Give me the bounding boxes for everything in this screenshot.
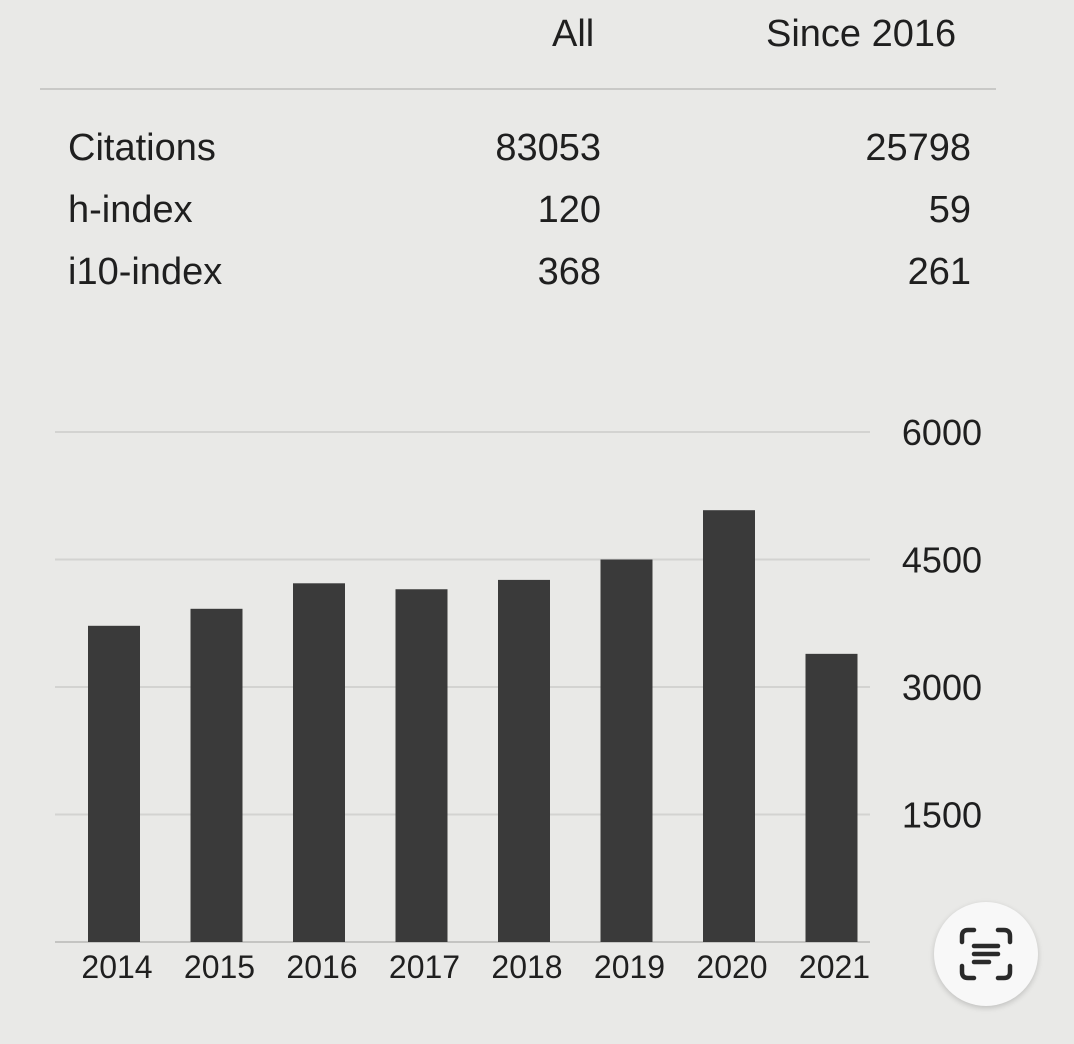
stats-table-header: All Since 2016 xyxy=(0,0,1074,60)
bar-2019[interactable] xyxy=(600,559,653,943)
x-tick-label: 2019 xyxy=(594,949,665,985)
bar-2020[interactable] xyxy=(703,510,755,942)
y-tick-label: 6000 xyxy=(902,412,982,453)
stats-row-citations: Citations 83053 25798 xyxy=(0,126,1074,182)
text-scan-icon xyxy=(959,927,1013,981)
bar-2015[interactable] xyxy=(190,608,243,942)
bar-2014[interactable] xyxy=(88,625,140,942)
row-label: h-index xyxy=(68,189,193,231)
stats-row-h-index: h-index 120 59 xyxy=(0,188,1074,244)
column-header-all: All xyxy=(552,13,595,55)
citations-per-year-chart: 1500 3000 4500 6000 2014 2015 2016 2017 2018 2019… xyxy=(0,380,1074,1000)
stats-row-i10-index: i10-index 368 261 xyxy=(0,250,1074,306)
row-label: Citations xyxy=(68,127,216,169)
x-tick-label: 2014 xyxy=(81,949,152,985)
row-label: i10-index xyxy=(68,251,223,293)
x-tick-label: 2017 xyxy=(389,949,460,985)
y-tick-label: 1500 xyxy=(902,795,982,836)
bar-2017[interactable] xyxy=(395,589,448,942)
x-tick-label: 2016 xyxy=(286,949,357,985)
y-tick-label: 3000 xyxy=(902,667,982,708)
x-tick-label: 2018 xyxy=(491,949,562,985)
x-tick-label: 2015 xyxy=(184,949,255,985)
bar-2021[interactable] xyxy=(805,653,858,942)
row-value-since: 25798 xyxy=(865,127,971,169)
header-divider xyxy=(40,88,996,90)
y-tick-label: 4500 xyxy=(902,540,982,581)
bar-chart: 1500 3000 4500 6000 2014 2015 2016 2017 2018 2019… xyxy=(55,412,982,985)
row-value-all: 368 xyxy=(537,251,601,293)
x-tick-label: 2021 xyxy=(799,949,870,985)
bar-2018[interactable] xyxy=(498,579,550,942)
row-value-since: 59 xyxy=(928,189,971,231)
bar-2016[interactable] xyxy=(293,583,345,942)
live-text-scan-button[interactable] xyxy=(934,902,1038,1006)
row-value-all: 83053 xyxy=(495,127,601,169)
row-value-all: 120 xyxy=(537,189,601,231)
x-tick-label: 2020 xyxy=(696,949,767,985)
row-value-since: 261 xyxy=(907,251,971,293)
column-header-since-2016: Since 2016 xyxy=(766,13,957,55)
